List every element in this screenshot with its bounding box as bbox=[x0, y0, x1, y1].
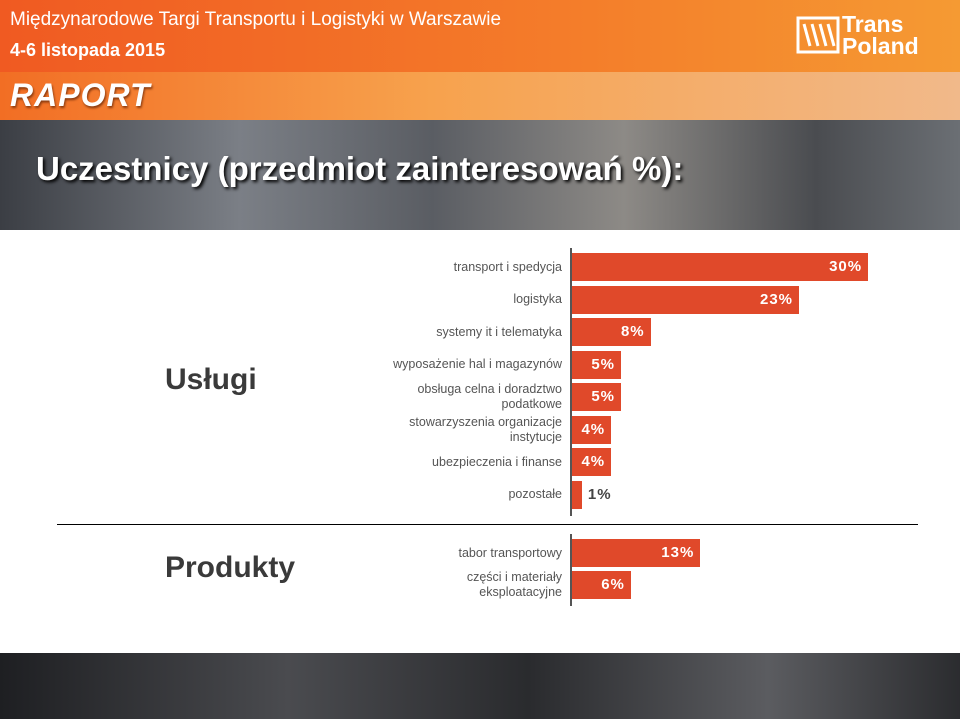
value-label: 13% bbox=[661, 544, 695, 561]
separator bbox=[57, 524, 918, 525]
logo-icon bbox=[796, 16, 840, 54]
bar bbox=[572, 285, 799, 314]
axis-line bbox=[570, 248, 572, 516]
category-label: logistyka bbox=[513, 292, 562, 306]
event-name: Międzynarodowe Targi Transportu i Logist… bbox=[10, 9, 502, 30]
category-label: ubezpieczenia i finanse bbox=[432, 454, 562, 469]
value-label: 1% bbox=[587, 485, 612, 503]
value-label: 6% bbox=[601, 576, 625, 593]
photo-banner bbox=[0, 120, 960, 230]
value-label: 4% bbox=[581, 420, 606, 438]
value-label: 5% bbox=[591, 355, 616, 373]
category-label: wyposażenie hal i magazynów bbox=[393, 357, 562, 371]
value-label: 30% bbox=[829, 258, 863, 275]
section-band bbox=[0, 72, 960, 120]
bar bbox=[572, 539, 701, 567]
bar bbox=[572, 480, 582, 509]
category-label: tabor transportowy bbox=[458, 545, 562, 560]
category-label: transport i spedycja bbox=[453, 259, 562, 274]
chart-title: Produkty bbox=[165, 551, 296, 584]
header-band bbox=[0, 0, 960, 72]
section-title: RAPORT bbox=[10, 77, 151, 113]
category-label: stowarzyszenia organizacje instytucje bbox=[409, 414, 562, 444]
event-dates: 4-6 listopada 2015 bbox=[10, 40, 166, 60]
bar bbox=[572, 448, 612, 476]
category-label: części i materiały eksploatacyjne bbox=[466, 570, 562, 599]
bar bbox=[572, 571, 632, 599]
axis-line bbox=[570, 534, 572, 606]
logo-text: Trans bbox=[842, 12, 903, 37]
logo: Trans Poland bbox=[796, 12, 919, 58]
chart-title: Usługi bbox=[165, 362, 257, 396]
bar bbox=[572, 415, 612, 444]
value-label: 23% bbox=[760, 290, 794, 308]
bar bbox=[572, 350, 622, 379]
value-label: 4% bbox=[581, 453, 606, 470]
category-label: systemy it i telematyka bbox=[436, 324, 562, 339]
value-label: 8% bbox=[620, 323, 645, 340]
bar bbox=[572, 318, 651, 346]
category-label: pozostałe bbox=[508, 487, 562, 501]
value-label: 5% bbox=[591, 388, 616, 405]
bar bbox=[572, 383, 622, 411]
slide-heading: Uczestnicy (przedmiot zainteresowań %): bbox=[36, 150, 684, 187]
photo-footer bbox=[0, 653, 960, 719]
category-label: obsługa celna i doradztwo podatkowe bbox=[417, 382, 562, 411]
logo-text: Poland bbox=[842, 33, 919, 58]
bar bbox=[572, 253, 869, 281]
